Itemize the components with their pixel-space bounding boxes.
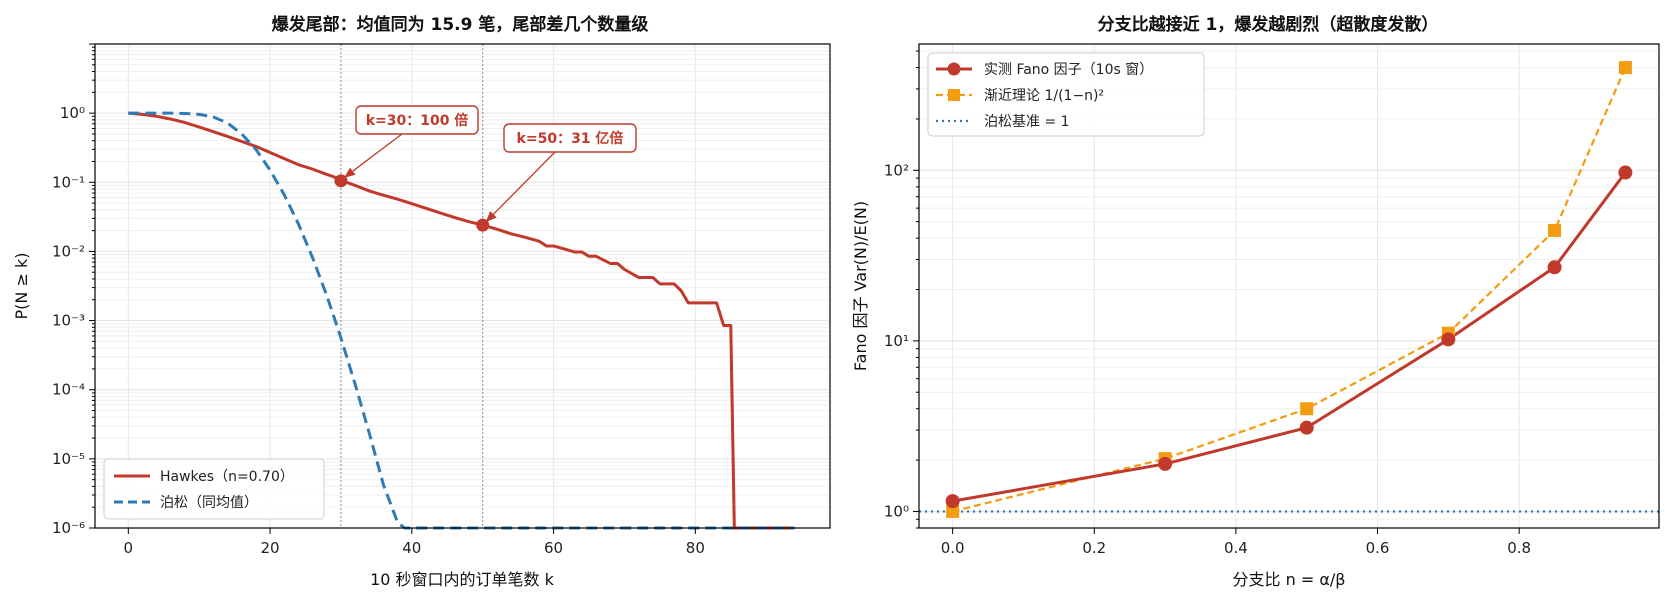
- fano-point: [1299, 420, 1314, 435]
- panel2-y-label: Fano 因子 Var(N)/E(N): [851, 201, 870, 371]
- annotation-arrow-k50: [492, 151, 556, 215]
- panel1-y-tick-label: 10⁻¹: [52, 173, 85, 191]
- panel1-annotations: k=30：100 倍 k=50：31 亿倍: [343, 105, 637, 223]
- legend-label-fano: 实测 Fano 因子（10s 窗）: [984, 61, 1153, 78]
- legend-marker-theory: [948, 89, 960, 101]
- panel1-frame: [94, 43, 831, 529]
- annotation-arrowhead-k30: [343, 167, 356, 178]
- annotation-arrowhead-k50: [485, 211, 497, 223]
- series-hawkes-line: [128, 111, 795, 530]
- series-poisson-line: [128, 111, 795, 530]
- theory-point: [1618, 61, 1632, 75]
- fano-point: [1158, 456, 1173, 471]
- panel1-y-tick-label: 10⁻⁵: [52, 450, 85, 468]
- panel1-title: 爆发尾部：均值同为 15.9 笔，尾部差几个数量级: [272, 14, 649, 35]
- annotation-arrow-k30: [352, 133, 403, 172]
- panel2-x-tick-label: 0.2: [1082, 539, 1106, 557]
- panel2-title: 分支比越接近 1，爆发越剧烈（超散度发散）: [1098, 14, 1439, 35]
- panel2-x-tick-label: 0.6: [1366, 539, 1390, 557]
- legend-label-hawkes: Hawkes（n=0.70）: [160, 469, 294, 485]
- legend-marker-fano: [947, 62, 961, 76]
- annotation-k50: k=50：31 亿倍: [517, 130, 624, 147]
- panel2-x-tick-label: 0.8: [1507, 539, 1531, 557]
- panel2-y-tick-label: 10⁰: [884, 502, 909, 520]
- panel2-legend: 实测 Fano 因子（10s 窗） 渐近理论 1/(1−n)² 泊松基准 = 1: [927, 52, 1205, 137]
- theory-point: [946, 504, 960, 518]
- fano-point: [945, 494, 960, 509]
- panel1-y-tick-label: 10⁻²: [52, 242, 85, 260]
- panel2-x-ticks: 0.0 0.2 0.4 0.6 0.8: [941, 528, 1531, 557]
- panel2-y-tick-label: 10²: [884, 161, 909, 179]
- annotation-k30: k=30：100 倍: [366, 112, 469, 129]
- panel2-x-tick-label: 0.4: [1224, 539, 1248, 557]
- theory-point: [1548, 223, 1562, 237]
- panel1-y-label: P(N ≥ k): [12, 253, 31, 320]
- panel2-frame: [918, 43, 1660, 529]
- panel2-x-tick-label: 0.0: [941, 539, 965, 557]
- panel-fano-factor: 分支比越接近 1，爆发越剧烈（超散度发散） 0.0 0.2 0.4 0.6 0.8 10…: [851, 14, 1660, 589]
- panel1-y-tick-label: 10⁰: [60, 104, 85, 122]
- panel1-legend: Hawkes（n=0.70） 泊松（同均值）: [103, 458, 325, 520]
- series-theory-line: [952, 67, 1627, 513]
- series-fano-line: [952, 171, 1627, 503]
- legend-label-theory: 渐近理论 1/(1−n)²: [984, 88, 1104, 104]
- panel2-grid: [919, 44, 1659, 529]
- panel2-y-ticks: 10⁰ 10¹ 10²: [884, 50, 919, 529]
- panel2-series: [919, 61, 1659, 518]
- panel1-y-tick-label: 10⁻³: [52, 312, 85, 330]
- panel1-series: [128, 111, 795, 530]
- panel1-x-tick-label: 0: [124, 539, 134, 557]
- annotation-box-k30: [355, 105, 479, 135]
- legend-label-baseline: 泊松基准 = 1: [984, 113, 1070, 130]
- panel1-y-tick-label: 10⁻⁶: [52, 519, 85, 537]
- annotation-box-k50: [503, 123, 637, 153]
- fano-point: [1618, 165, 1633, 180]
- fano-point: [1547, 260, 1562, 275]
- panel1-x-tick-label: 80: [686, 539, 705, 557]
- panel-tail-distribution: 爆发尾部：均值同为 15.9 笔，尾部差几个数量级 k=30：100 倍 k=5…: [12, 14, 831, 589]
- panel2-legend-box: [927, 52, 1205, 137]
- legend-label-poisson: 泊松（同均值）: [160, 495, 258, 511]
- panel1-y-ticks: 10⁰ 10⁻¹ 10⁻² 10⁻³ 10⁻⁴ 10⁻⁵ 10⁻⁶: [52, 43, 95, 537]
- panel1-x-tick-label: 40: [402, 539, 421, 557]
- panel2-y-tick-label: 10¹: [884, 332, 909, 350]
- fano-point: [1441, 332, 1456, 347]
- panel1-x-tick-label: 20: [261, 539, 280, 557]
- panel1-x-label: 10 秒窗口内的订单笔数 k: [370, 570, 555, 589]
- theory-point: [1300, 402, 1314, 416]
- panel1-y-tick-label: 10⁻⁴: [52, 381, 85, 399]
- panel1-x-tick-label: 60: [544, 539, 563, 557]
- panel2-x-label: 分支比 n = α/β: [1233, 570, 1346, 589]
- panel1-reference-lines: [340, 44, 484, 528]
- panel1-x-ticks: 0 20 40 60 80: [124, 528, 705, 557]
- panel1-legend-box: [103, 458, 325, 520]
